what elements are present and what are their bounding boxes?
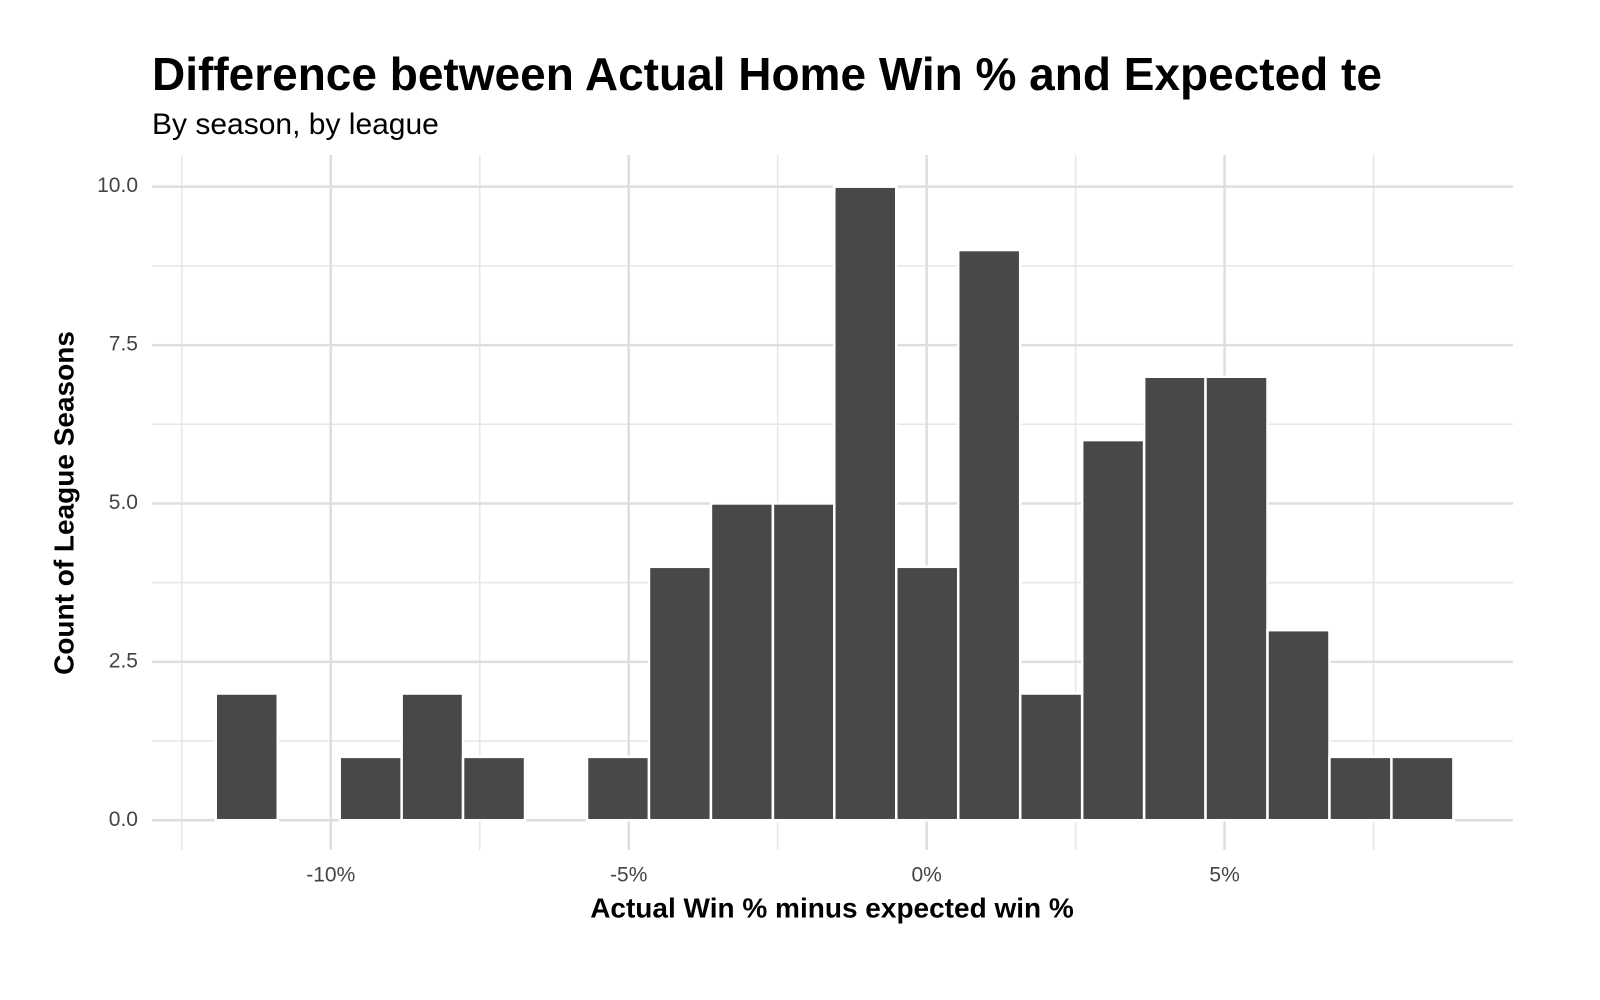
- chart-title: Difference between Actual Home Win % and…: [152, 48, 1382, 100]
- x-tick-label: -5%: [610, 864, 647, 887]
- bar: [585, 755, 651, 822]
- bar: [1204, 375, 1269, 822]
- y-tick-label: 2.5: [109, 649, 138, 672]
- x-tick-label: 5%: [1209, 864, 1239, 887]
- y-tick-label: 5.0: [109, 491, 138, 514]
- bar: [709, 502, 775, 822]
- bar: [461, 755, 527, 822]
- bar: [771, 502, 836, 822]
- y-tick-label: 10.0: [97, 174, 138, 197]
- y-tick-label: 7.5: [109, 333, 138, 356]
- bar: [1018, 692, 1084, 822]
- chart-subtitle: By season, by league: [152, 108, 439, 141]
- bar: [214, 692, 279, 822]
- bar: [895, 565, 960, 822]
- bar: [833, 185, 898, 822]
- bar: [1266, 628, 1331, 822]
- bar: [956, 248, 1022, 822]
- bar: [1080, 438, 1146, 822]
- x-axis-title: Actual Win % minus expected win %: [590, 892, 1074, 923]
- bar: [400, 692, 465, 822]
- bar: [1142, 375, 1207, 822]
- x-tick-label: -10%: [306, 864, 355, 887]
- bar: [1328, 755, 1393, 822]
- bar: [338, 755, 403, 822]
- x-tick-label: 0%: [911, 864, 941, 887]
- y-tick-label: 0.0: [109, 808, 138, 831]
- bar: [1390, 755, 1455, 822]
- y-axis-title: Count of League Seasons: [48, 331, 79, 675]
- bar: [647, 565, 713, 822]
